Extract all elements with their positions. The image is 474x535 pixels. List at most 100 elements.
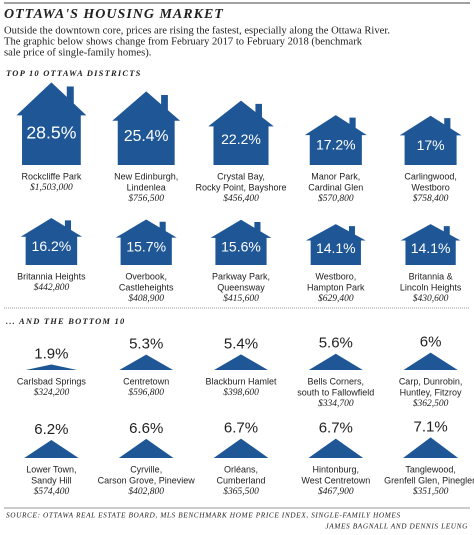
price: $351,500 bbox=[413, 486, 449, 497]
district-name: Westboro bbox=[411, 182, 449, 192]
change-label: 14.1% bbox=[316, 240, 356, 256]
change-label: 5.4% bbox=[224, 335, 258, 352]
price: $362,500 bbox=[413, 398, 449, 409]
district-name: Sandy Hill bbox=[31, 475, 72, 485]
price: $570,800 bbox=[318, 193, 354, 204]
change-label: 6.7% bbox=[224, 420, 258, 437]
price: $408,900 bbox=[128, 293, 164, 304]
district-name: Orléans, bbox=[224, 464, 258, 474]
district-name: Tanglewood, bbox=[405, 464, 456, 474]
house bbox=[403, 437, 459, 458]
change-label: 15.7% bbox=[126, 238, 166, 254]
house bbox=[210, 219, 272, 265]
change-label: 14.1% bbox=[411, 240, 451, 256]
district-name: West Centretown bbox=[301, 475, 370, 485]
price: $629,400 bbox=[318, 293, 354, 304]
price: $365,500 bbox=[223, 486, 259, 497]
house bbox=[214, 354, 268, 370]
price: $596,800 bbox=[128, 387, 164, 398]
price: $430,600 bbox=[413, 293, 449, 304]
subtitle: The graphic below shows change from Febr… bbox=[4, 36, 363, 47]
change-label: 6% bbox=[420, 334, 442, 351]
house bbox=[308, 353, 363, 370]
district-name: Grenfell Glen, Pineglen bbox=[384, 475, 474, 485]
price: $574,400 bbox=[34, 486, 70, 497]
price: $402,800 bbox=[128, 486, 164, 497]
change-label: 25.4% bbox=[124, 128, 169, 145]
title: OTTAWA'S HOUSING MARKET bbox=[4, 7, 224, 22]
house bbox=[24, 440, 79, 458]
house bbox=[16, 82, 87, 165]
house bbox=[25, 364, 78, 370]
district-name: Carlsbad Springs bbox=[17, 376, 87, 386]
district-name: south to Fallowfield bbox=[297, 387, 374, 397]
change-label: 16.2% bbox=[32, 238, 72, 254]
district-name: Bells Corners, bbox=[308, 376, 365, 386]
house bbox=[119, 354, 174, 370]
section-label: ... AND THE BOTTOM 10 bbox=[6, 316, 125, 326]
district-name: Carlingwood, bbox=[404, 171, 457, 181]
change-label: 6.6% bbox=[129, 420, 163, 437]
change-label: 17% bbox=[417, 137, 445, 153]
district-name: Britannia Heights bbox=[17, 271, 86, 281]
change-label: 28.5% bbox=[26, 122, 76, 142]
house bbox=[115, 219, 177, 265]
district-name: Overbook, bbox=[125, 271, 167, 281]
district-name: Britannia & bbox=[409, 271, 453, 281]
house bbox=[208, 100, 274, 165]
house bbox=[213, 438, 269, 458]
district-name: Blackburn Hamlet bbox=[205, 376, 277, 386]
price: $758,400 bbox=[413, 193, 449, 204]
district-name: Castleheights bbox=[119, 282, 174, 292]
district-name: Carson Grove, Pineview bbox=[98, 475, 196, 485]
subtitle: sale price of single-family homes). bbox=[4, 47, 151, 58]
house bbox=[304, 115, 367, 165]
change-label: 1.9% bbox=[34, 345, 68, 362]
price: $756,500 bbox=[128, 193, 164, 204]
price: $467,900 bbox=[318, 486, 354, 497]
district-name: Lindenlea bbox=[127, 182, 166, 192]
price: $324,200 bbox=[34, 387, 70, 398]
district-name: Cardinal Glen bbox=[308, 182, 363, 192]
change-label: 5.3% bbox=[129, 336, 163, 353]
price: $442,800 bbox=[34, 282, 70, 293]
change-label: 6.2% bbox=[34, 421, 68, 438]
price: $398,600 bbox=[223, 387, 259, 398]
house bbox=[20, 218, 83, 265]
district-name: Rocky Point, Bayshore bbox=[195, 182, 286, 192]
district-name: Rockcliffe Park bbox=[21, 171, 81, 181]
district-name: Cyrville, bbox=[130, 464, 162, 474]
credit: JAMES BAGNALL AND DENNIS LEUNG bbox=[325, 522, 468, 531]
district-name: Parkway Park, bbox=[212, 271, 270, 281]
district-name: Lower Town, bbox=[26, 464, 76, 474]
district-name: Westboro, bbox=[315, 271, 356, 281]
district-name: Cumberland bbox=[216, 475, 265, 485]
district-name: Manor Park, bbox=[311, 171, 360, 181]
district-name: Hintonburg, bbox=[313, 464, 360, 474]
change-label: 6.7% bbox=[319, 420, 353, 437]
house bbox=[305, 224, 366, 265]
house bbox=[112, 91, 181, 165]
district-name: Lincoln Heights bbox=[400, 282, 462, 292]
district-name: Hampton Park bbox=[307, 282, 365, 292]
house bbox=[399, 115, 462, 165]
district-name: Crystal Bay, bbox=[217, 171, 265, 181]
change-label: 5.6% bbox=[319, 335, 353, 352]
price: $1,503,000 bbox=[30, 182, 73, 193]
subtitle: Outside the downtown core, prices are ri… bbox=[4, 25, 390, 36]
price: $415,600 bbox=[223, 293, 259, 304]
change-label: 22.2% bbox=[221, 131, 261, 147]
source: SOURCE: OTTAWA REAL ESTATE BOARD, MLS BE… bbox=[6, 511, 401, 520]
change-label: 15.6% bbox=[221, 239, 261, 255]
price: $334,700 bbox=[318, 398, 354, 409]
district-name: New Edinburgh, bbox=[114, 171, 178, 181]
price: $456,400 bbox=[223, 193, 259, 204]
district-name: Centretown bbox=[123, 376, 169, 386]
house bbox=[308, 438, 364, 458]
change-label: 17.2% bbox=[316, 137, 356, 153]
house bbox=[400, 224, 461, 265]
change-label: 7.1% bbox=[413, 418, 447, 435]
district-name: Huntley, Fitzroy bbox=[400, 387, 462, 397]
